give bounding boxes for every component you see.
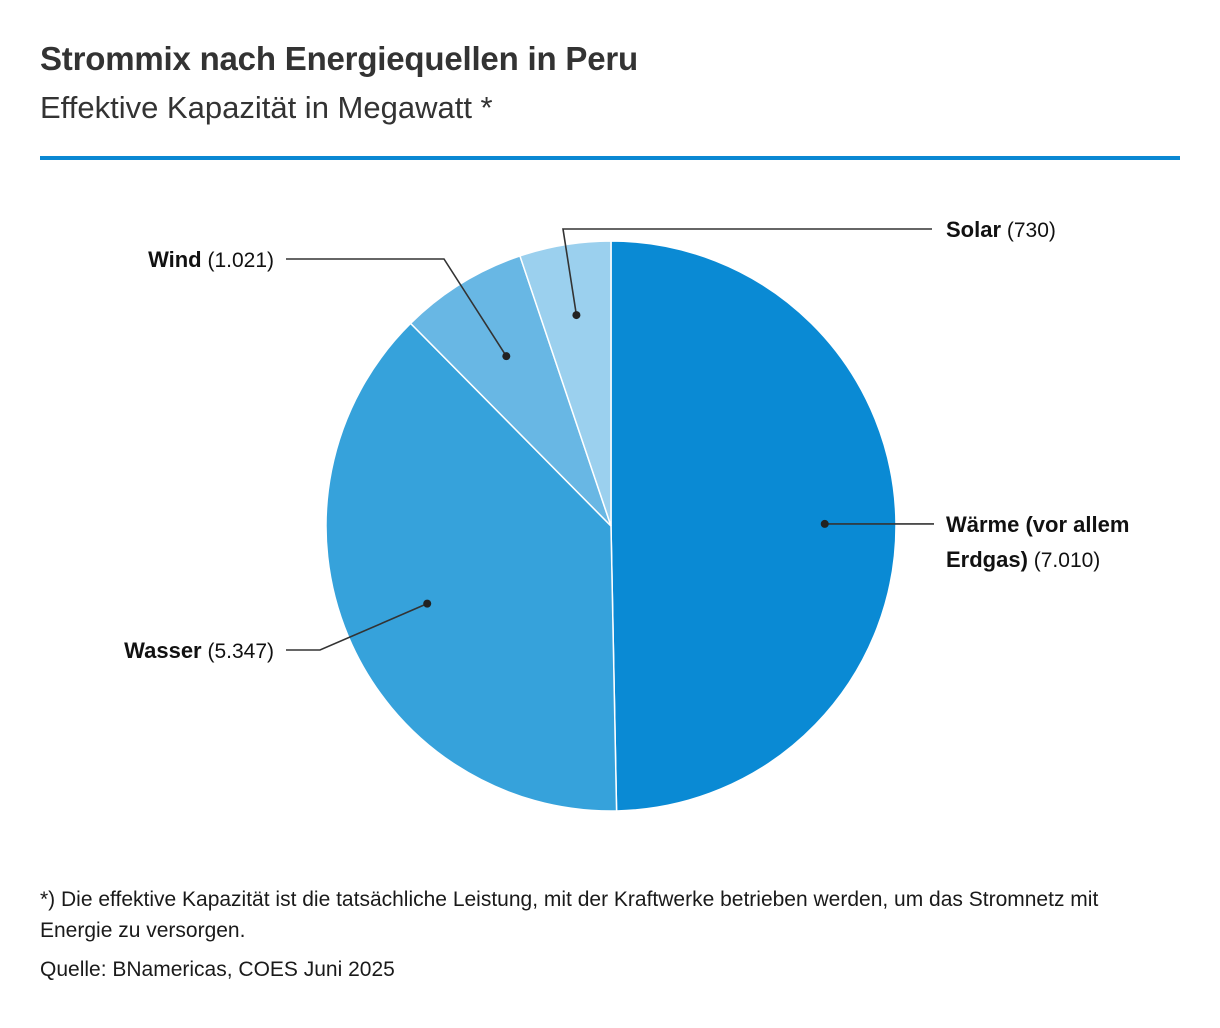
slice-label-wasser: Wasser (5.347) [124,638,274,663]
slice-label-name: Wärme (vor allem [946,512,1129,537]
chart-title: Strommix nach Energiequellen in Peru [40,40,638,77]
slice-label-solar: Solar (730) [946,217,1056,242]
slice-label-value: (5.347) [202,640,274,663]
leader-dot-solar [572,311,581,320]
pie-slice-wind [409,254,612,527]
leader-line-solar [562,228,932,316]
slice-label-value: (7.010) [1028,549,1100,572]
slice-label-warme-vor-allem: Wärme (vor allem Erdgas) (7.010) [946,512,1129,572]
pie-slice-warme-vor-allem [610,240,897,812]
leader-dot-wasser [423,599,432,608]
leader-dot-wind [502,352,511,361]
leader-dot-warme-vor-allem [820,519,829,528]
leader-lines [286,228,934,651]
slice-label-value: (1.021) [202,249,274,272]
leader-line-wind [286,258,507,357]
slice-label-name: Wind [148,247,202,272]
slice-label-name: Wasser [124,638,202,663]
footnote: *) Die effektive Kapazität ist die tatsä… [40,888,1099,942]
source-note: Quelle: BNamericas, COES Juni 2025 [40,958,395,981]
slice-labels: Wärme (vor allem Erdgas) (7.010) Wasser (5… [124,217,1129,663]
slice-label-name: Erdgas) [946,547,1028,572]
pie-slices [325,240,897,812]
slice-label-wind: Wind (1.021) [148,247,274,272]
slice-label-name: Solar [946,217,1001,242]
chart-subtitle: Effektive Kapazität in Megawatt * [40,90,493,125]
header-divider [40,156,1180,160]
pie-chart: Wärme (vor allem Erdgas) (7.010) Wasser (5… [124,217,1129,812]
slice-label-value: (730) [1001,219,1056,242]
leader-line-wasser [286,602,428,651]
